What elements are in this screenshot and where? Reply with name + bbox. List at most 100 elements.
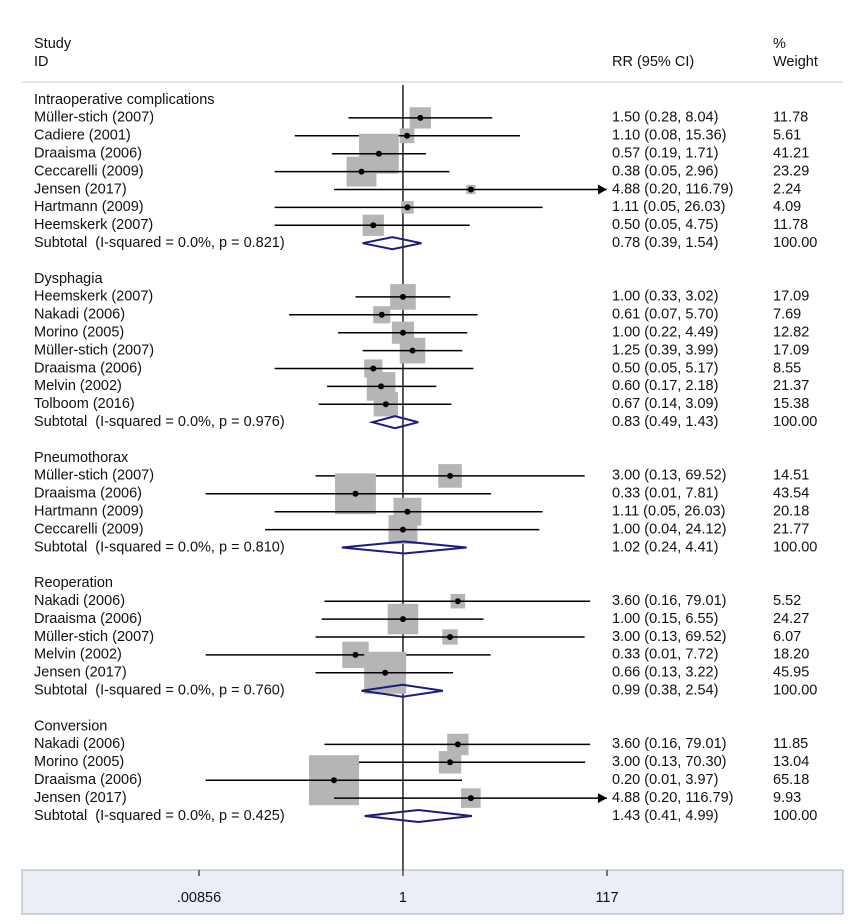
weight-label: 23.29 — [773, 163, 809, 179]
estimate-label: 1.43 (0.41, 4.99) — [612, 808, 718, 824]
point-estimate — [467, 186, 474, 193]
header-weight-top: % — [773, 36, 786, 52]
study-name: Tolboom (2016) — [34, 396, 135, 412]
weight-label: 12.82 — [773, 325, 809, 341]
estimate-label: 0.99 (0.38, 2.54) — [612, 683, 718, 699]
weight-label: 21.77 — [773, 521, 809, 537]
weight-label: 13.04 — [773, 754, 809, 770]
estimate-label: 0.67 (0.14, 3.09) — [612, 396, 718, 412]
point-estimate — [399, 329, 406, 336]
study-name: Melvin (2002) — [34, 378, 122, 394]
study-name: Draaisma (2006) — [34, 611, 142, 627]
study-name: Ceccarelli (2009) — [34, 163, 144, 179]
estimate-label: 0.33 (0.01, 7.81) — [612, 486, 718, 502]
subtotal-label: Subtotal (I-squared = 0.0%, p = 0.821) — [34, 235, 285, 251]
point-estimate — [447, 634, 454, 640]
estimate-label: 0.78 (0.39, 1.54) — [612, 235, 718, 251]
weight-label: 18.20 — [773, 647, 809, 663]
point-estimate — [358, 168, 365, 175]
weight-label: 11.78 — [773, 217, 808, 233]
subtotal-diamond — [368, 415, 419, 430]
header-id: ID — [34, 54, 49, 70]
study-name: Müller-stich (2007) — [34, 342, 154, 358]
subtotal-diamond — [362, 236, 422, 251]
group-title: Conversion — [34, 718, 107, 734]
weight-label: 5.52 — [773, 593, 801, 609]
study-name: Morino (2005) — [34, 325, 124, 341]
study-name: Melvin (2002) — [34, 647, 122, 663]
point-estimate — [375, 150, 382, 157]
point-estimate — [399, 526, 406, 533]
point-estimate — [399, 616, 406, 623]
point-estimate — [447, 759, 454, 766]
subtotal-diamond — [361, 683, 444, 698]
weight-label: 17.09 — [773, 289, 809, 305]
estimate-label: 4.88 (0.20, 116.79) — [612, 181, 733, 197]
point-estimate — [404, 204, 411, 211]
study-name: Heemskerk (2007) — [34, 289, 153, 305]
point-estimate — [382, 401, 389, 408]
point-estimate — [399, 293, 406, 300]
study-name: Draaisma (2006) — [34, 146, 142, 162]
estimate-label: 0.50 (0.05, 4.75) — [612, 217, 718, 233]
weight-label: 65.18 — [773, 772, 809, 788]
point-estimate — [454, 598, 461, 605]
estimate-label: 1.00 (0.15, 6.55) — [612, 611, 718, 627]
group-title: Dysphagia — [34, 271, 103, 287]
estimate-label: 3.00 (0.13, 70.30) — [612, 754, 726, 770]
subtotal-label: Subtotal (I-squared = 0.0%, p = 0.425) — [34, 808, 285, 824]
estimate-label: 1.00 (0.22, 4.49) — [612, 325, 718, 341]
weight-label: 100.00 — [773, 235, 817, 251]
estimate-label: 1.00 (0.33, 3.02) — [612, 289, 718, 305]
point-estimate — [447, 472, 454, 479]
point-estimate — [378, 383, 385, 390]
study-name: Müller-stich (2007) — [34, 629, 154, 645]
estimate-label: 0.20 (0.01, 3.97) — [612, 772, 718, 788]
point-estimate — [382, 669, 389, 676]
weight-label: 100.00 — [773, 414, 817, 430]
estimate-label: 0.38 (0.05, 2.96) — [612, 163, 718, 179]
point-estimate — [404, 508, 411, 515]
weight-label: 5.61 — [773, 128, 801, 144]
point-estimate — [370, 365, 377, 372]
study-name: Nakadi (2006) — [34, 736, 125, 752]
weight-label: 100.00 — [773, 539, 817, 555]
estimate-label: 1.25 (0.39, 3.99) — [612, 342, 718, 358]
estimate-label: 0.33 (0.01, 7.72) — [612, 647, 718, 663]
group-title: Reoperation — [34, 575, 113, 591]
weight-label: 4.09 — [773, 199, 801, 215]
point-estimate — [370, 222, 377, 229]
subtotal-label: Subtotal (I-squared = 0.0%, p = 0.976) — [34, 414, 285, 430]
point-estimate — [352, 490, 359, 497]
estimate-label: 3.60 (0.16, 79.01) — [612, 736, 726, 752]
axis-band — [21, 869, 844, 915]
point-estimate — [467, 795, 474, 802]
estimate-label: 0.60 (0.17, 2.18) — [612, 378, 718, 394]
estimate-label: 0.66 (0.13, 3.22) — [612, 665, 718, 681]
estimate-label: 1.11 (0.05, 26.03) — [612, 199, 725, 215]
study-name: Hartmann (2009) — [34, 504, 144, 520]
subtotal-diamond — [341, 540, 467, 555]
weight-label: 2.24 — [773, 181, 801, 197]
weight-label: 6.07 — [773, 629, 801, 645]
weight-label: 100.00 — [773, 808, 817, 824]
estimate-label: 3.00 (0.13, 69.52) — [612, 468, 726, 484]
estimate-label: 3.60 (0.16, 79.01) — [612, 593, 726, 609]
weight-label: 9.93 — [773, 790, 801, 806]
estimate-label: 1.00 (0.04, 24.12) — [612, 521, 726, 537]
group-title: Intraoperative complications — [34, 92, 215, 108]
study-name: Draaisma (2006) — [34, 772, 142, 788]
weight-label: 14.51 — [773, 468, 809, 484]
weight-label: 11.78 — [773, 110, 808, 126]
point-estimate — [454, 741, 461, 748]
weight-label: 17.09 — [773, 342, 809, 358]
estimate-label: 0.50 (0.05, 5.17) — [612, 360, 718, 376]
study-name: Jensen (2017) — [34, 790, 127, 806]
point-estimate — [409, 347, 416, 354]
study-name: Hartmann (2009) — [34, 199, 144, 215]
estimate-label: 0.83 (0.49, 1.43) — [612, 414, 718, 430]
weight-label: 11.85 — [773, 736, 808, 752]
ci-arrow — [597, 793, 607, 804]
weight-label: 20.18 — [773, 504, 809, 520]
